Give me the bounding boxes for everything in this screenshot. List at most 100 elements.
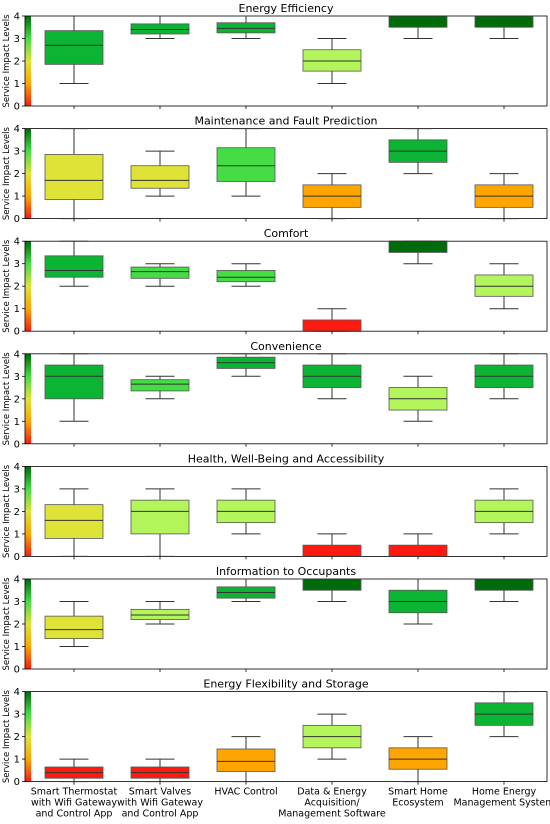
y-tick-label: 1 [14,529,20,540]
impact-color-bar [25,691,31,782]
y-tick-label: 1 [14,192,20,203]
y-tick-label: 3 [14,34,20,45]
impact-color-bar [25,128,31,219]
panel-title: Information to Occupants [216,565,356,578]
y-tick-label: 4 [14,237,20,248]
box [130,266,190,279]
y-tick-label: 2 [14,732,20,743]
box [130,608,190,620]
y-tick-label: 2 [14,169,20,180]
y-tick-label: 1 [14,755,20,766]
box [216,22,276,34]
x-category-label: and Control App [122,809,199,820]
y-tick-label: 0 [14,552,20,563]
x-category-label: and Control App [36,809,113,820]
y-tick-label: 3 [14,710,20,721]
panel-title: Maintenance and Fault Prediction [194,115,377,128]
box [216,748,276,772]
box [388,544,448,557]
box [44,504,104,539]
panel-title: Energy Flexibility and Storage [203,678,368,691]
panel-title: Health, Well-Being and Accessibility [188,452,385,465]
box [302,578,362,591]
impact-color-bar [25,353,31,444]
y-tick-label: 3 [14,372,20,383]
panel-title: Energy Efficiency [239,2,334,15]
y-tick-label: 1 [14,304,20,315]
x-category-label: Management Software [278,809,386,820]
y-axis-label: Service Impact Levels [2,239,12,333]
box [44,364,104,400]
box [216,270,276,283]
box [302,319,362,332]
x-category-label: Acquisition/ [304,798,360,809]
y-axis-label: Service Impact Levels [2,689,12,783]
impact-color-bar [25,241,31,332]
box [302,544,362,557]
x-category-label: Data & Energy [297,787,367,798]
box [44,615,104,640]
y-tick-label: 0 [14,665,20,676]
x-category-label: HVAC Control [214,787,277,798]
y-tick-label: 2 [14,394,20,405]
impact-color-bar [25,579,31,669]
y-tick-label: 0 [14,327,20,338]
box [474,578,534,591]
box [130,499,190,535]
box [388,240,448,253]
panel-title: Comfort [264,227,309,240]
y-tick-label: 4 [14,462,20,473]
box [388,747,448,770]
box [130,165,190,189]
y-tick-label: 1 [14,417,20,428]
plot-frame [24,240,548,332]
y-tick-label: 1 [14,79,20,90]
x-category-label: Smart Thermostat [31,787,118,798]
y-tick-label: 3 [14,259,20,270]
box [216,147,276,182]
y-axis-label: Service Impact Levels [2,352,12,446]
x-category-label: Smart Valves [129,787,191,798]
y-tick-label: 0 [14,777,20,788]
box [388,15,448,28]
y-tick-label: 2 [14,620,20,631]
y-tick-label: 3 [14,147,20,158]
box [130,379,190,392]
impact-color-bar [25,466,31,557]
box [44,30,104,65]
y-tick-label: 0 [14,214,20,225]
x-category-label: with Wifi Gateway [31,798,117,809]
y-axis-label: Service Impact Levels [2,464,12,558]
box [474,15,534,28]
y-tick-label: 3 [14,484,20,495]
y-tick-label: 1 [14,642,20,653]
y-tick-label: 0 [14,439,20,450]
x-category-label: Smart Home [388,787,448,798]
x-category-label: Management System [453,798,550,809]
y-tick-label: 0 [14,102,20,113]
y-axis-label: Service Impact Levels [2,126,12,220]
box [130,23,190,35]
y-tick-label: 2 [14,57,20,68]
panel-title: Convenience [250,340,321,353]
y-tick-label: 4 [14,124,20,135]
y-axis-label: Service Impact Levels [2,14,12,108]
x-category-label: with Wifi Gateway [117,798,203,809]
box [44,255,104,278]
y-tick-label: 4 [14,575,20,586]
y-axis-label: Service Impact Levels [2,577,12,671]
box [474,274,534,297]
box [44,154,104,200]
box [302,49,362,72]
y-tick-label: 4 [14,12,20,23]
y-tick-label: 2 [14,507,20,518]
y-tick-label: 4 [14,687,20,698]
x-category-label: Ecosystem [392,798,443,809]
y-tick-label: 3 [14,597,20,608]
x-category-label: Home Energy [472,787,537,798]
y-tick-label: 2 [14,282,20,293]
y-tick-label: 4 [14,349,20,360]
impact-color-bar [25,16,31,106]
